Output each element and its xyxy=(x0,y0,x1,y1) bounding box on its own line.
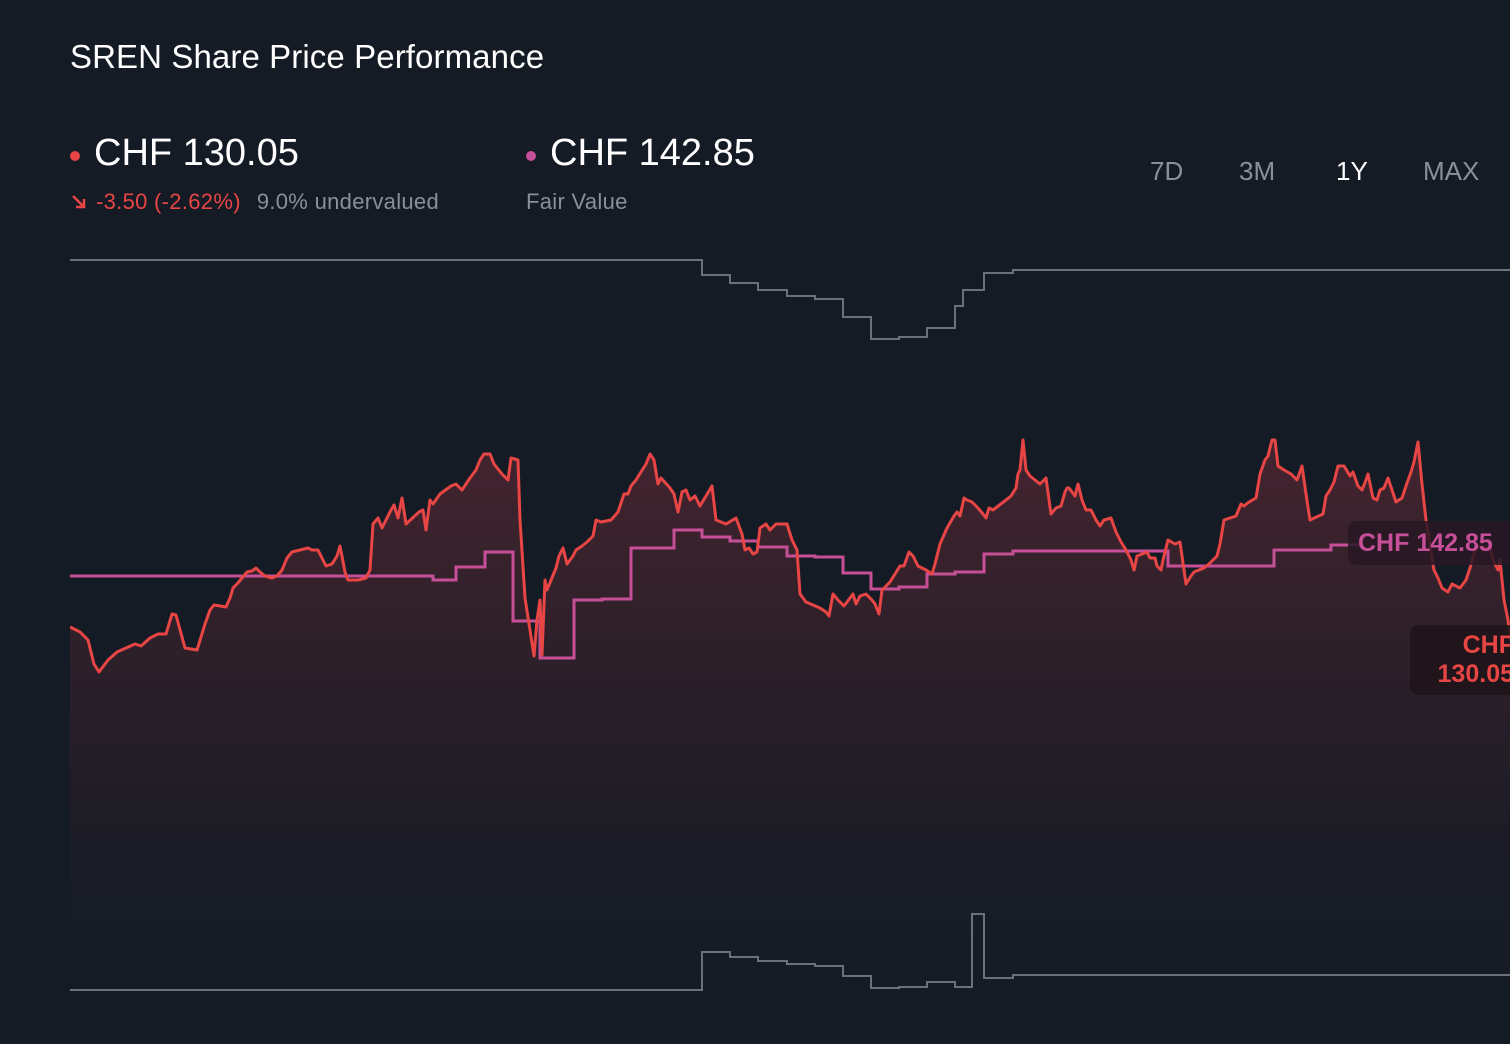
fair-value-line xyxy=(70,528,1360,660)
chart-title: SREN Share Price Performance xyxy=(70,38,545,75)
fair-value-label: Fair Value xyxy=(526,189,628,214)
price-change-text: -3.50 (-2.62%) xyxy=(96,189,241,214)
price-dot-icon xyxy=(70,150,80,161)
tab-max[interactable]: MAX xyxy=(1423,156,1480,186)
lower-band-line xyxy=(70,913,1510,991)
price-tag: CHF 130.05 xyxy=(1410,625,1510,695)
tab-1y[interactable]: 1Y xyxy=(1336,156,1368,186)
current-price: CHF 130.05 xyxy=(94,132,299,174)
price-change: -3.50 (-2.62%) xyxy=(70,189,241,215)
price-area xyxy=(70,440,1510,1020)
legend-fair-value: CHF 142.85 Fair Value xyxy=(526,132,755,215)
price-tag-value: 130.05 xyxy=(1437,660,1510,688)
valuation-text: 9.0% undervalued xyxy=(256,189,439,214)
price-line xyxy=(70,438,1510,674)
price-tag-currency: CHF xyxy=(1462,631,1510,659)
upper-band-line xyxy=(70,259,1510,340)
fair-value-tag: CHF 142.85 xyxy=(1348,521,1510,565)
legend-price: CHF 130.05 -3.50 (-2.62%) 9.0% undervalu… xyxy=(70,132,439,215)
tab-7d[interactable]: 7D xyxy=(1150,156,1184,186)
fair-value-price: CHF 142.85 xyxy=(550,132,755,174)
fair-value-dot-icon xyxy=(526,150,536,161)
tab-3m[interactable]: 3M xyxy=(1239,156,1276,186)
arrow-down-right-icon xyxy=(72,195,86,209)
